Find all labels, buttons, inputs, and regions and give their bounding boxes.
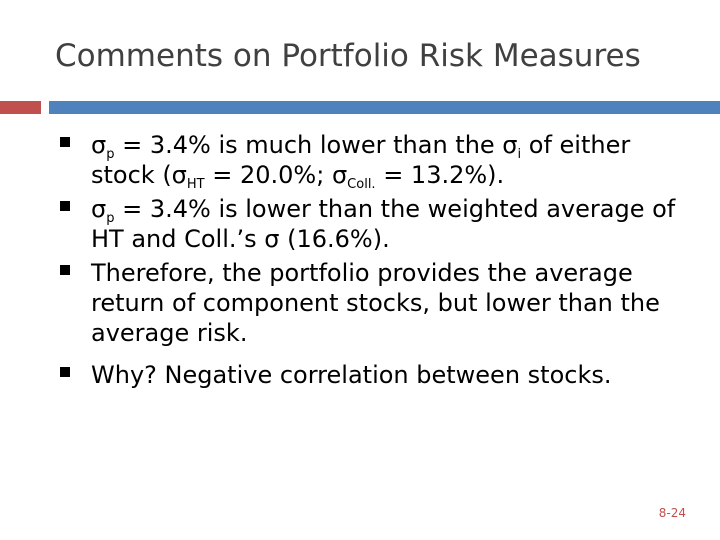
- square-bullet-icon: [60, 201, 70, 211]
- bullet-item: Why? Negative correlation between stocks…: [60, 360, 700, 390]
- slide-title: Comments on Portfolio Risk Measures: [55, 38, 641, 74]
- bullet-item: Therefore, the portfolio provides the av…: [60, 258, 700, 348]
- bullet-item: σp = 3.4% is lower than the weighted ave…: [60, 194, 700, 254]
- square-bullet-icon: [60, 367, 70, 377]
- bullet-item: σp = 3.4% is much lower than the σi of e…: [60, 130, 700, 192]
- bullet-text: σp = 3.4% is lower than the weighted ave…: [91, 195, 676, 253]
- bullet-text: σp = 3.4% is much lower than the σi of e…: [91, 131, 631, 192]
- title-divider-accent: [0, 101, 41, 114]
- page-number: 8-24: [658, 506, 686, 520]
- bullet-text: Therefore, the portfolio provides the av…: [91, 259, 660, 347]
- bullet-list: σp = 3.4% is much lower than the σi of e…: [60, 130, 700, 394]
- square-bullet-icon: [60, 137, 70, 147]
- square-bullet-icon: [60, 265, 70, 275]
- bullet-text: Why? Negative correlation between stocks…: [91, 361, 612, 389]
- title-divider-bar: [49, 101, 720, 114]
